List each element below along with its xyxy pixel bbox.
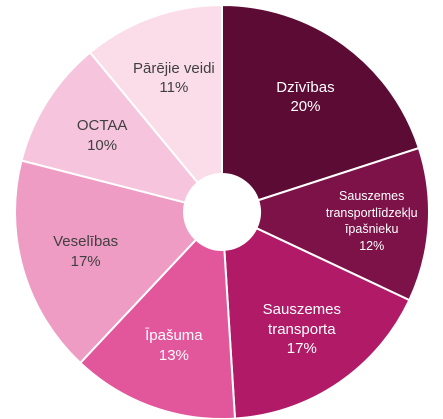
segment	[20, 51, 200, 204]
value-label: 17%	[70, 252, 101, 270]
segment-label: Sauszemes transporta 17%	[227, 284, 377, 374]
category-name: Pārējie veidi	[133, 59, 215, 77]
segment	[223, 226, 411, 419]
value-label: 10%	[87, 136, 118, 154]
segment	[88, 3, 223, 185]
label: Veselības 17%	[11, 207, 161, 297]
label: OCTAA 10%	[27, 91, 177, 181]
label: Īpašuma 13%	[99, 301, 249, 391]
segment-label: Pārējie veidi 11%	[99, 33, 249, 123]
value-label: 20%	[290, 98, 321, 116]
category-name: OCTAA	[76, 117, 128, 135]
segment-label: Dzīvības 20%	[230, 52, 380, 142]
label: Pārējie veidi 11%	[99, 33, 249, 123]
value-label: 12%	[359, 239, 385, 254]
value-label: 11%	[159, 79, 189, 97]
value-label: 13%	[158, 346, 189, 364]
category-name: Sauszemes transportlīdzekļu īpašnieku	[325, 188, 418, 237]
segment	[221, 3, 421, 202]
category-name: Sauszemes transporta	[262, 301, 341, 338]
category-name: Īpašuma	[145, 327, 203, 345]
value-label: 17%	[286, 340, 317, 358]
label: Sauszemes transporta 17%	[227, 284, 377, 374]
segment-label: Sauszemes transportlīdzekļu īpašnieku 12%	[297, 176, 443, 266]
category-name: Veselības	[53, 233, 119, 251]
label: Dzīvības 20%	[230, 52, 380, 142]
segment	[78, 238, 237, 419]
label: Sauszemes transportlīdzekļu īpašnieku 12%	[297, 176, 443, 266]
segment	[14, 159, 198, 365]
segment	[255, 146, 430, 302]
category-name: Dzīvības	[276, 78, 335, 96]
